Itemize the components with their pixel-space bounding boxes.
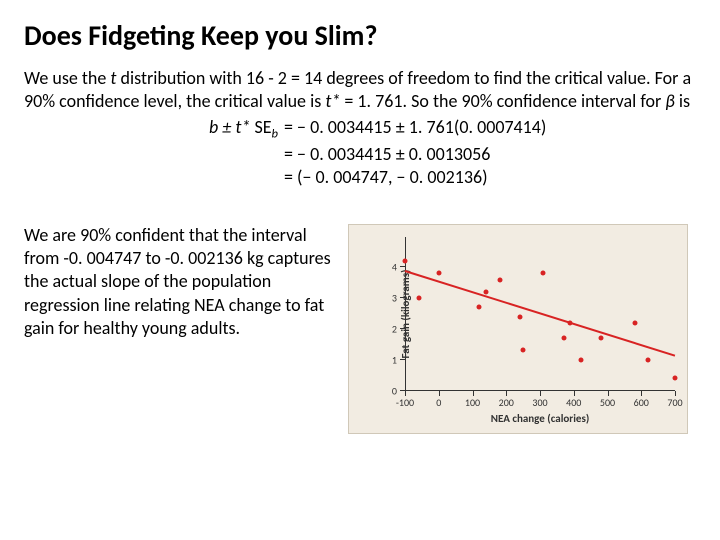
y-tick xyxy=(400,266,405,267)
y-tick xyxy=(400,359,405,360)
y-tick-label: 2 xyxy=(392,322,397,335)
y-tick-label: 4 xyxy=(392,261,397,274)
x-tick-label: 600 xyxy=(634,396,649,409)
math-rhs1: = − 0. 0034415 ± 1. 761(0. 0007414) xyxy=(284,116,546,143)
data-point xyxy=(436,271,441,276)
conclusion-paragraph: We are 90% confident that the interval f… xyxy=(24,224,334,341)
data-point xyxy=(598,336,603,341)
page-title: Does Fidgeting Keep you Slim? xyxy=(24,18,696,53)
intro-part3: = 1. 761. So the 90% confidence interval… xyxy=(340,90,665,112)
data-point xyxy=(517,314,522,319)
intro-paragraph: We use the t distribution with 16 - 2 = … xyxy=(24,67,696,114)
math-lhs-sub: b xyxy=(272,126,278,141)
y-tick-label: 3 xyxy=(392,292,397,305)
math-lhs: b ± t* SEb xyxy=(164,116,284,143)
y-tick-label: 1 xyxy=(392,353,397,366)
x-tick-label: -100 xyxy=(396,396,414,409)
intro-beta: β xyxy=(665,90,675,112)
x-tick-label: 400 xyxy=(566,396,581,409)
math-lhs-se: SE xyxy=(250,116,271,138)
scatter-chart: NEA change (calories) Fat gain (kilogram… xyxy=(348,224,688,434)
data-point xyxy=(477,305,482,310)
y-tick-label: 0 xyxy=(392,384,397,397)
intro-part1: We use the xyxy=(24,67,110,89)
data-point xyxy=(568,320,573,325)
intro-part4: is xyxy=(675,90,690,112)
x-tick-label: 500 xyxy=(600,396,615,409)
y-tick xyxy=(400,297,405,298)
data-point xyxy=(578,357,583,362)
math-block: b ± t* SEb = − 0. 0034415 ± 1. 761(0. 00… xyxy=(164,116,696,190)
data-point xyxy=(416,296,421,301)
x-axis-label: NEA change (calories) xyxy=(491,412,590,425)
y-tick xyxy=(400,328,405,329)
x-tick-label: 700 xyxy=(667,396,682,409)
x-tick-label: 100 xyxy=(465,396,480,409)
data-point xyxy=(541,271,546,276)
data-point xyxy=(497,277,502,282)
intro-tstar: t* xyxy=(325,90,340,112)
data-point xyxy=(403,259,408,264)
data-point xyxy=(521,348,526,353)
math-rhs2: = − 0. 0034415 ± 0. 0013056 xyxy=(284,143,490,166)
x-tick-label: 0 xyxy=(436,396,441,409)
x-tick-label: 300 xyxy=(532,396,547,409)
y-tick xyxy=(400,390,405,391)
data-point xyxy=(673,376,678,381)
y-axis-label: Fat gain (kilograms) xyxy=(399,269,412,358)
x-tick-label: 200 xyxy=(499,396,514,409)
math-rhs3: = (− 0. 004747, − 0. 002136) xyxy=(284,166,488,189)
data-point xyxy=(561,336,566,341)
data-point xyxy=(484,289,489,294)
math-lhs-main: b ± t* xyxy=(209,116,250,138)
data-point xyxy=(632,320,637,325)
regression-line xyxy=(405,270,675,356)
data-point xyxy=(646,357,651,362)
